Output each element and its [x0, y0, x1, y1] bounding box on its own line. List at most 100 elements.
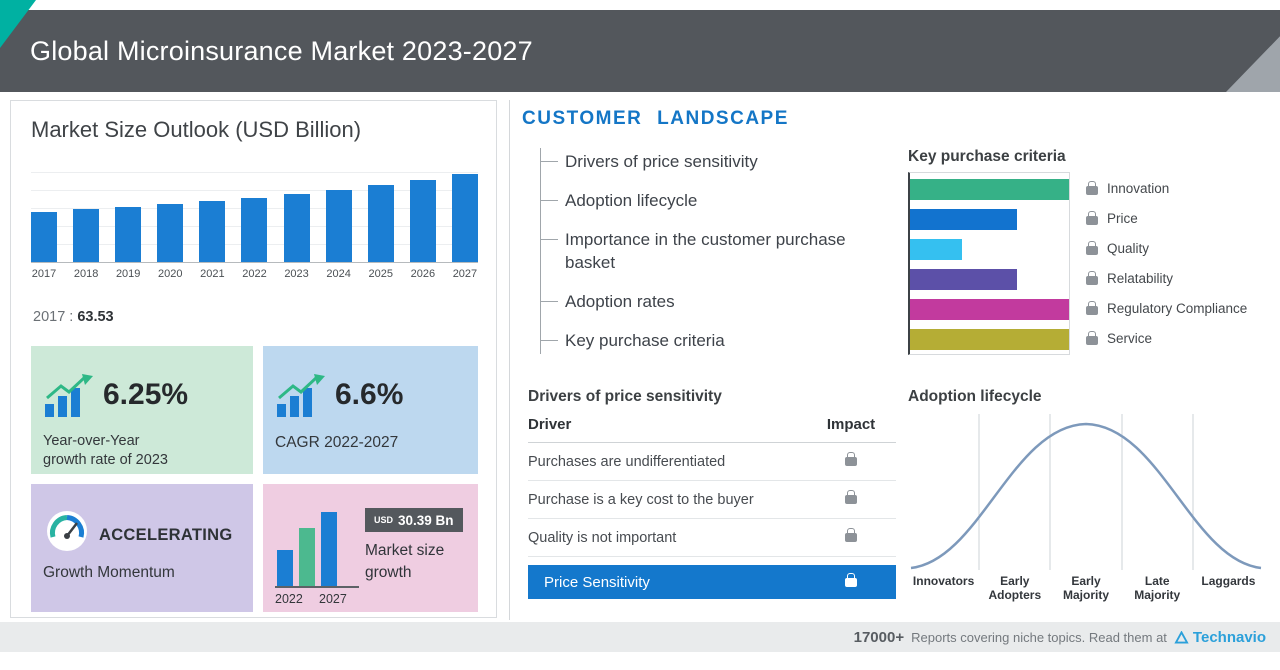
landscape-item-adoption-rates: Adoption rates	[541, 290, 880, 313]
lock-icon	[845, 572, 857, 587]
bar-label-2019: 2019	[115, 268, 141, 280]
speedometer-icon	[41, 506, 93, 557]
legend-label-innovation: Innovation	[1107, 181, 1170, 196]
badge-unit: USD	[374, 515, 394, 525]
impact-cell	[806, 528, 896, 546]
adoption-lifecycle-title: Adoption lifecycle	[908, 388, 1042, 405]
bar-label-2017: 2017	[31, 268, 57, 280]
market-size-panel: Market Size Outlook (USD Billion) 2017 20…	[10, 100, 497, 618]
momentum-label: Growth Momentum	[43, 564, 175, 581]
growth-value-badge: USD 30.39 Bn	[365, 508, 463, 532]
bar-2019	[115, 207, 142, 262]
mini-bar-2027	[321, 512, 337, 586]
legend-item-innovation: Innovation	[1086, 178, 1247, 199]
base-year-number: 63.53	[77, 309, 114, 325]
legend-item-price: Price	[1086, 208, 1247, 229]
bar-label-2024: 2024	[326, 268, 351, 280]
key-purchase-criteria-title: Key purchase criteria	[908, 148, 1066, 165]
base-year-label: 2017 :	[33, 309, 74, 325]
impact-cell	[806, 452, 896, 470]
badge-value: 30.39 Bn	[398, 512, 454, 528]
market-size-title: Market Size Outlook (USD Billion)	[31, 117, 362, 142]
lock-icon	[1086, 271, 1098, 285]
customer-landscape-list: Drivers of price sensitivity Adoption lif…	[540, 148, 880, 354]
stage-label-early-adopters: Early Adopters	[988, 574, 1042, 602]
stage-label-late-majority: Late Majority	[1134, 574, 1181, 602]
adoption-lifecycle-stages: Innovators Early Adopters Early Majority La…	[908, 574, 1264, 602]
growth-label-line2: growth	[365, 564, 412, 581]
mini-year-start: 2022	[275, 592, 303, 606]
bar-2025	[367, 185, 394, 262]
legend-label-quality: Quality	[1107, 241, 1150, 256]
kpc-bar-price	[910, 209, 1017, 230]
mini-chart-years: 2022 2027	[275, 592, 359, 606]
bar-2026	[409, 180, 436, 262]
bar-label-2018: 2018	[73, 268, 99, 280]
lock-icon	[1086, 211, 1098, 225]
footer-bar: 17000+ Reports covering niche topics. Re…	[0, 622, 1280, 652]
lock-icon	[1086, 331, 1098, 345]
growth-label-line1: Market size	[365, 542, 445, 559]
legend-label-price: Price	[1107, 211, 1138, 226]
technavio-logo[interactable]: Technavio	[1174, 629, 1266, 646]
landscape-item-drivers-of-price-sensitivity: Drivers of price sensitivity	[541, 150, 880, 173]
legend-item-relatability: Relatability	[1086, 268, 1247, 289]
legend-label-relatability: Relatability	[1107, 271, 1174, 286]
bar-label-2026: 2026	[410, 268, 436, 280]
stage-label-innovators: Innovators	[912, 574, 975, 588]
lock-icon	[845, 452, 857, 466]
stage-label-early-majority: Early Majority	[1063, 574, 1110, 602]
mini-bar-2022	[277, 550, 293, 586]
table-rows: Purchases are undifferentiated Purchase i…	[528, 443, 896, 557]
growth-chart-icon	[273, 374, 327, 425]
price-sensitivity-table: Driver Impact Purchases are undifferenti…	[528, 416, 896, 599]
bar-2021	[199, 201, 226, 262]
bar-label-2020: 2020	[158, 268, 183, 280]
driver-row: Quality is not important	[528, 519, 896, 557]
impact-cell	[806, 572, 896, 591]
kpc-bar-innovation	[910, 179, 1069, 200]
driver-row: Purchases are undifferentiated	[528, 443, 896, 481]
driver-row: Purchase is a key cost to the buyer	[528, 481, 896, 519]
lock-icon	[1086, 301, 1098, 315]
impact-column-header: Impact	[826, 416, 876, 433]
driver-cell: Purchase is a key cost to the buyer	[528, 491, 754, 508]
highlight-row-label: Price Sensitivity	[544, 573, 650, 591]
kpc-bar-quality	[910, 239, 963, 260]
header-bar: Global Microinsurance Market 2023-2027	[0, 10, 1280, 92]
landscape-item-importance-in-the-customer-purchase-basket: Importance in the customer purchase bask…	[541, 228, 880, 274]
legend-label-regulatory-compliance: Regulatory Compliance	[1107, 301, 1248, 316]
driver-cell: Quality is not important	[528, 529, 677, 546]
brand-name: Technavio	[1192, 628, 1266, 646]
bar-label-2025: 2025	[368, 268, 393, 280]
adoption-lifecycle-chart	[908, 410, 1264, 577]
bar-chart-plot	[31, 167, 478, 263]
key-purchase-criteria-chart	[908, 172, 1070, 355]
kpc-bar-relatability	[910, 269, 1017, 290]
market-growth-box: 2022 2027 USD 30.39 Bn Market size growt…	[263, 484, 478, 612]
bar-2023	[283, 194, 310, 262]
mini-year-end: 2027	[319, 592, 347, 606]
key-purchase-criteria-legend: Innovation Price Quality Relatability Regula…	[1086, 178, 1247, 358]
market-size-bar-chart: 2017 2018 2019 2020 2021 2022 2023 2024 2025 2026…	[31, 167, 478, 280]
legend-item-service: Service	[1086, 328, 1247, 349]
price-sensitivity-highlight-row: Price Sensitivity	[528, 565, 896, 599]
lock-icon	[845, 528, 857, 542]
lock-icon	[1086, 241, 1098, 255]
bar-label-2027: 2027	[452, 268, 478, 280]
bar-2027	[451, 174, 478, 262]
vertical-divider	[509, 100, 510, 620]
bar-2022	[241, 198, 268, 262]
customer-landscape-title: CUSTOMER LANDSCAPE	[522, 108, 789, 129]
price-sensitivity-title: Drivers of price sensitivity	[528, 388, 722, 405]
lock-icon	[1086, 181, 1098, 195]
yoy-value: 6.25%	[103, 378, 189, 411]
stage-label-laggards: Laggards	[1201, 574, 1256, 588]
report-count: 17000+	[853, 628, 905, 646]
impact-cell	[806, 490, 896, 508]
legend-item-quality: Quality	[1086, 238, 1247, 259]
lock-icon	[845, 490, 857, 504]
growth-label: Market size growth	[365, 540, 444, 584]
landscape-item-adoption-lifecycle: Adoption lifecycle	[541, 189, 880, 212]
growth-chart-icon	[41, 374, 95, 425]
